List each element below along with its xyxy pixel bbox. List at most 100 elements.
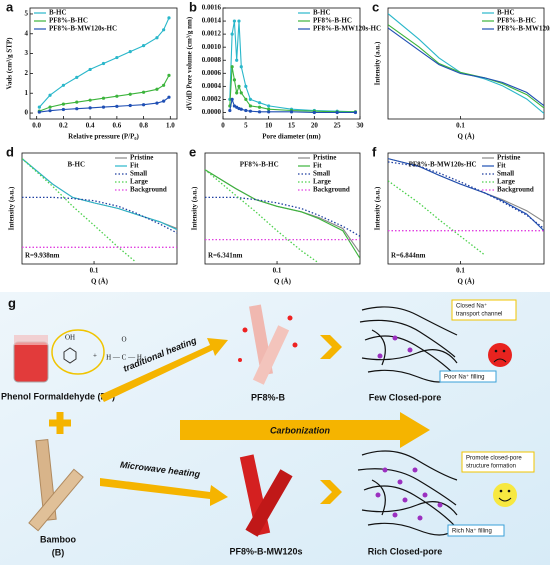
point	[88, 67, 92, 72]
point	[61, 102, 66, 106]
y-axis-label: dV/dD Pore volume (cm³/g nm)	[186, 16, 194, 110]
panel-label: d	[6, 144, 14, 159]
y-axis-label: Intensity (a.u.)	[191, 186, 199, 230]
point	[248, 97, 252, 102]
legend-label: Small	[313, 170, 330, 178]
inset-title: B-HC	[68, 161, 86, 169]
point	[235, 58, 239, 62]
legend-label: Pristine	[497, 154, 520, 162]
annotation: R=6.844nm	[391, 252, 426, 260]
legend-label: PF8%-B-HC	[497, 17, 536, 25]
annotation: R=9.938nm	[25, 252, 60, 260]
legend-label: Large	[313, 178, 331, 186]
series-line	[22, 158, 177, 231]
label: PF8%-B-MW120s	[229, 546, 302, 556]
series-line	[388, 27, 544, 107]
point	[267, 110, 271, 114]
series-layer	[228, 19, 358, 115]
callout-text: Promote closed-pore	[466, 456, 522, 462]
x-tick-label: 15	[288, 122, 296, 130]
point	[230, 65, 234, 69]
callout-text: transport channel	[456, 312, 502, 318]
label: (B)	[52, 547, 65, 557]
face-eye	[499, 489, 503, 493]
legend-label: Background	[313, 186, 350, 194]
y-tick-label: 0.0006	[202, 69, 222, 77]
legend-label: PF8%-B-MW120s-HC	[497, 25, 550, 33]
legend-label: PF8%-B-MW120s-HC	[49, 25, 117, 33]
series-layer	[22, 158, 177, 263]
rod	[252, 325, 290, 385]
y-axis-label: Intensity (a.u.)	[374, 186, 382, 230]
plot-frame	[29, 7, 178, 120]
point	[167, 95, 171, 99]
pore-structure	[357, 306, 458, 536]
callout-text: structure formation	[466, 464, 516, 470]
y-tick-label: 0.0010	[202, 43, 222, 51]
point	[141, 103, 146, 107]
point	[237, 84, 241, 88]
point	[232, 78, 237, 82]
x-tick-label: 10	[265, 122, 273, 130]
point	[141, 44, 146, 48]
series-line	[38, 17, 170, 108]
point	[101, 61, 106, 66]
highlight	[51, 329, 105, 375]
point	[88, 106, 92, 110]
y-axis-label: Vads (cm³/g STP)	[6, 37, 14, 90]
y-tick-label: 0.0016	[202, 4, 222, 12]
y-tick-label: 0	[25, 109, 29, 117]
point	[115, 94, 119, 98]
particle	[242, 327, 248, 333]
point	[115, 104, 119, 108]
point	[128, 103, 132, 108]
legend-label: PF8%-B-HC	[49, 17, 88, 25]
point	[61, 83, 66, 87]
point	[128, 50, 132, 54]
x-tick-label: 0.1	[273, 267, 282, 275]
point	[155, 36, 159, 40]
chart: f 0.1 Q (Å) Intensity (a.u.) PristineFitSmal…	[372, 144, 545, 286]
y-axis-label: Intensity (a.u.)	[374, 41, 382, 85]
series-line	[388, 161, 544, 230]
plot-frame	[21, 152, 178, 265]
point	[257, 101, 262, 105]
point	[267, 104, 271, 108]
legend-label: Pristine	[313, 154, 336, 162]
legend-label: B-HC	[497, 9, 515, 17]
chem: O	[121, 336, 126, 344]
label: Rich Closed-pore	[368, 546, 443, 556]
x-tick-label: 0.0	[32, 122, 41, 130]
point	[88, 98, 92, 102]
point	[75, 75, 79, 79]
callout	[461, 451, 535, 473]
y-tick-label: 5	[25, 10, 29, 18]
x-axis-label: Pore diameter (nm)	[262, 133, 321, 141]
callout	[451, 299, 517, 321]
point	[128, 92, 132, 96]
inset-title: PF8%-B-HC	[240, 161, 279, 169]
x-tick-label: 0.6	[112, 122, 121, 130]
plot-frame	[387, 7, 545, 120]
y-tick-label: 2	[25, 69, 29, 77]
point	[37, 110, 41, 114]
point	[244, 108, 248, 113]
point	[61, 107, 66, 112]
plot-frame	[387, 152, 545, 265]
y-tick-label: 0.0014	[202, 17, 222, 25]
point	[257, 110, 262, 114]
series-layer	[205, 169, 360, 264]
chem: H — C — H	[106, 354, 142, 362]
callout-text: Rich Na⁺ filling	[452, 528, 492, 535]
series-layer	[388, 13, 544, 114]
point	[48, 105, 52, 109]
legend-label: PF8%-B-MW120s-HC	[313, 25, 381, 33]
face-eye	[507, 489, 511, 493]
point	[235, 91, 239, 95]
y-axis-label: Intensity (a.u.)	[8, 186, 16, 230]
sad-face	[488, 343, 512, 367]
label: Carbonization	[270, 425, 331, 435]
panel-label: a	[6, 0, 14, 14]
x-tick-label: 20	[311, 122, 319, 130]
